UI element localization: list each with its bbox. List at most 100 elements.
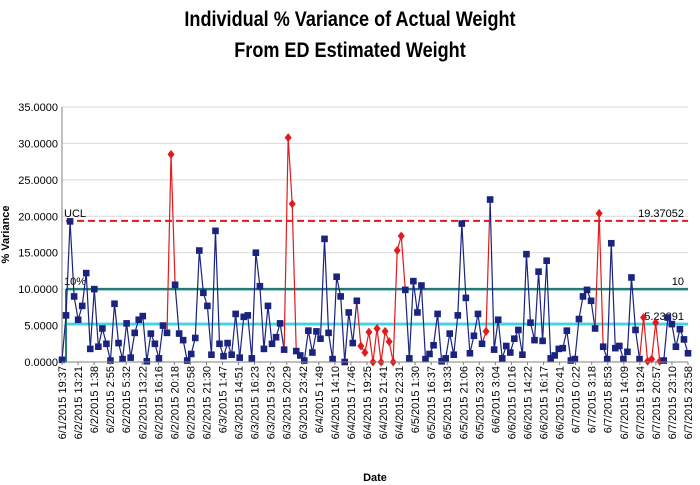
data-point	[240, 313, 248, 321]
series-segment	[311, 331, 318, 353]
data-point	[555, 345, 563, 353]
series-segment	[158, 325, 164, 359]
data-point	[527, 319, 534, 326]
data-point	[296, 352, 304, 359]
series-segment	[255, 252, 261, 287]
data-point	[559, 344, 567, 352]
x-tick-label: 6/7/2015 14:09	[619, 366, 631, 439]
x-tick-label: 6/1/2015 19:37	[57, 366, 69, 439]
series-segment	[521, 254, 528, 355]
series-segment	[533, 271, 540, 341]
y-tick-label: 30.0000	[18, 138, 58, 150]
data-point	[498, 355, 506, 362]
x-tick-label: 6/2/2015 13:22	[137, 366, 149, 439]
out-of-control-point	[482, 326, 490, 336]
series-segment	[126, 323, 132, 358]
series-segment	[610, 243, 616, 349]
data-point	[305, 327, 312, 334]
series-segment	[574, 318, 580, 360]
series-segment	[525, 254, 532, 323]
series-segment	[206, 305, 213, 355]
x-tick-label: 6/7/2015 19:24	[635, 366, 647, 439]
data-point	[599, 343, 607, 350]
series-segment	[61, 315, 67, 360]
x-tick-label: 6/4/2015 19:25	[362, 366, 374, 439]
data-point	[632, 326, 639, 334]
data-point	[268, 340, 276, 348]
series-segment	[465, 297, 471, 354]
x-tick-label: 6/4/2015 17:46	[346, 366, 358, 439]
data-point	[260, 345, 268, 353]
x-tick-label: 6/3/2015 19:23	[266, 366, 278, 439]
data-point	[119, 355, 126, 363]
y-gridlines	[62, 106, 688, 327]
data-point	[95, 343, 102, 350]
data-point	[333, 273, 340, 281]
x-tick-label: 6/3/2015 16:23	[250, 366, 262, 439]
data-point	[547, 355, 554, 362]
data-point	[620, 355, 627, 363]
data-point	[111, 300, 118, 308]
out-of-control-point	[361, 348, 369, 358]
series-segment	[671, 324, 677, 347]
data-point	[523, 250, 530, 258]
y-tick-label: 20.0000	[18, 211, 58, 223]
series-segment	[65, 221, 71, 316]
data-point	[135, 316, 143, 324]
data-point	[159, 322, 167, 329]
data-point	[155, 355, 163, 362]
data-point	[676, 325, 684, 333]
data-point	[220, 352, 227, 360]
series-segment	[283, 137, 289, 350]
data-point	[406, 355, 413, 362]
series-segment	[489, 199, 495, 350]
series-segment	[291, 203, 297, 352]
x-tick-label: 6/2/2015 16:16	[153, 366, 165, 439]
series-segment	[412, 281, 419, 313]
data-point	[212, 227, 219, 235]
series-segment	[340, 296, 346, 363]
chart-title: Individual % Variance of Actual Weight F…	[0, 4, 700, 66]
series-segment	[344, 312, 350, 363]
x-tick-label: 6/3/2015 20:29	[282, 366, 294, 439]
data-point	[224, 339, 231, 347]
data-point	[62, 312, 70, 319]
data-point	[183, 357, 191, 364]
x-tick-label: 6/2/2015 2:55	[105, 366, 117, 433]
series-segment	[663, 317, 669, 361]
series-segment	[372, 328, 378, 363]
x-axis: 6/1/2015 19:37 6/2/2015 13:21 6/2/2015 1:3…	[57, 361, 695, 439]
x-tick-label: 6/5/2015 19:33	[442, 366, 454, 439]
data-point	[191, 334, 199, 342]
data-point	[486, 196, 494, 203]
data-point	[280, 346, 288, 353]
data-point	[450, 351, 458, 359]
data-point	[401, 286, 409, 294]
out-of-control-point	[167, 149, 175, 159]
data-point	[325, 329, 332, 337]
x-tick-label: 6/4/2015 14:10	[330, 366, 342, 439]
series-segment	[376, 328, 382, 363]
data-point	[204, 302, 211, 310]
x-tick-label: 6/4/2015 22:31	[394, 366, 406, 439]
data-point	[438, 357, 445, 365]
data-point	[179, 336, 187, 344]
data-point	[454, 312, 462, 319]
series-segment	[626, 277, 633, 352]
data-point	[551, 352, 559, 359]
data-point	[321, 235, 328, 243]
series-segment	[85, 273, 91, 349]
data-point	[628, 274, 635, 281]
data-point	[208, 351, 215, 359]
series-segment	[453, 315, 459, 355]
data-point	[74, 316, 82, 324]
data-point	[66, 218, 74, 225]
x-tick-label: 6/2/2015 13:21	[73, 366, 85, 439]
data-point	[543, 257, 550, 265]
data-point	[490, 346, 498, 353]
data-point	[410, 277, 417, 285]
series-segment	[404, 289, 410, 359]
data-point	[535, 268, 542, 275]
data-point	[313, 328, 320, 335]
data-point	[636, 355, 643, 363]
